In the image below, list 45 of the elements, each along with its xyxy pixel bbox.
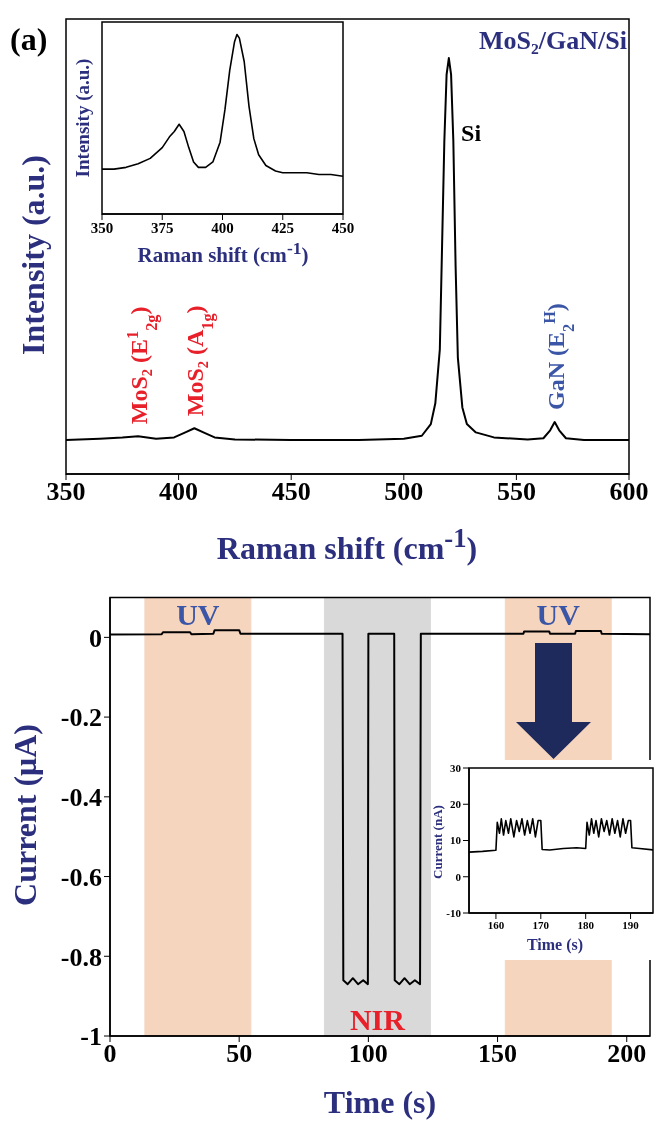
x-tick-label: 400 (211, 219, 234, 236)
y-axis-title: Intensity (a.u.) (14, 154, 52, 356)
band-label: NIR (349, 1003, 406, 1036)
text: (a) (10, 21, 48, 58)
x-axis-title: Time (s) (526, 936, 584, 954)
y-tick-label: 0 (89, 623, 102, 653)
y-tick-label: 20 (450, 798, 462, 811)
x-tick-label: 375 (151, 219, 174, 236)
x-tick-label: 150 (478, 1039, 518, 1069)
x-tick-label: 400 (159, 477, 199, 507)
x-tick-label: 180 (577, 918, 595, 931)
x-tick-label: 425 (271, 219, 294, 236)
x-axis-title: Time (s) (323, 1083, 437, 1121)
x-tick-label: 100 (348, 1039, 388, 1069)
x-tick-label: 450 (331, 219, 355, 236)
y-tick-label: 30 (450, 761, 462, 774)
y-tick-label: -0.4 (60, 783, 102, 813)
y-tick-label: 0 (455, 870, 462, 883)
y-tick-label: -1 (80, 1022, 102, 1052)
x-tick-label: 160 (487, 918, 505, 931)
x-tick-label: 550 (496, 477, 536, 507)
y-axis-title: Intensity (a.u.) (72, 58, 94, 178)
y-tick-label: -0.8 (60, 942, 102, 972)
x-tick-label: 200 (607, 1039, 647, 1069)
y-axis-title: Current (nA) (430, 805, 446, 879)
x-tick-label: 190 (622, 918, 640, 931)
band-label: UV (176, 597, 220, 631)
x-tick-label: 50 (226, 1039, 253, 1069)
x-tick-label: 600 (609, 477, 649, 507)
y-tick-label: 10 (450, 834, 462, 847)
x-axis-title: Raman shift (cm$^{-1}$) (137, 238, 309, 268)
x-tick-label: 170 (532, 918, 550, 931)
y-tick-label: -0.2 (60, 703, 102, 733)
band-label: UV (536, 597, 581, 631)
x-axis-title: Raman shift (cm$^{-1}$) (216, 523, 478, 567)
annotation: Si (461, 120, 482, 147)
y-tick-label: -0.6 (60, 862, 102, 892)
y-tick-label: -10 (446, 906, 462, 919)
x-tick-label: 500 (384, 477, 424, 507)
line-series (469, 817, 653, 853)
text: MoS₂/GaN/Si (479, 26, 627, 56)
x-tick-label: 450 (271, 477, 311, 507)
y-axis-title: Current (μA) (6, 724, 44, 906)
x-tick-label: 350 (90, 219, 114, 236)
x-tick-label: 350 (46, 477, 86, 507)
